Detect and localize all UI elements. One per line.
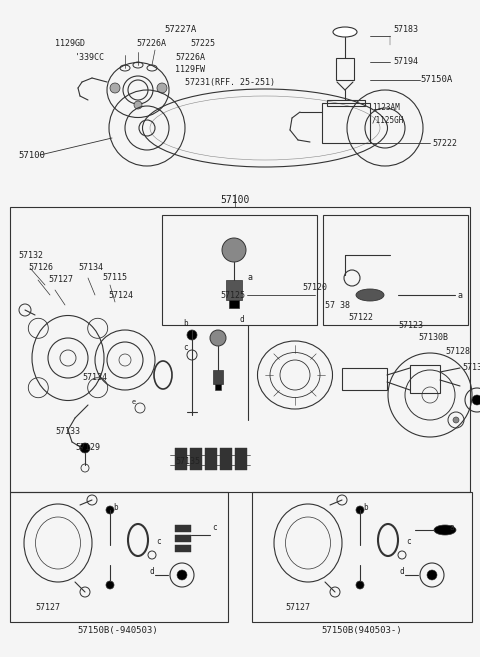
Circle shape	[356, 581, 364, 589]
Text: 57135: 57135	[175, 457, 200, 466]
Bar	[162, 215, 317, 325]
Text: 57231(RFF. 25-251): 57231(RFF. 25-251)	[185, 78, 275, 87]
Bar	[336, 58, 354, 80]
Text: 57130B: 57130B	[418, 334, 448, 342]
Text: d: d	[400, 568, 405, 576]
Text: 57183: 57183	[393, 26, 418, 35]
Text: 57227A: 57227A	[164, 26, 196, 35]
Bar	[342, 368, 387, 390]
Text: 57127: 57127	[35, 604, 60, 612]
Text: 57120: 57120	[302, 284, 327, 292]
Circle shape	[157, 83, 167, 93]
Text: 57133: 57133	[55, 428, 80, 436]
Circle shape	[472, 395, 480, 405]
Bar	[213, 370, 223, 384]
Text: 57115: 57115	[102, 273, 127, 283]
Ellipse shape	[434, 525, 456, 535]
Text: 57100: 57100	[18, 150, 45, 160]
Text: 57194: 57194	[393, 58, 418, 66]
Bar	[235, 448, 247, 470]
Bar	[322, 103, 370, 143]
Text: 57150B(940503-): 57150B(940503-)	[322, 625, 402, 635]
Text: b: b	[183, 319, 188, 327]
Bar	[410, 365, 440, 393]
Text: b: b	[363, 503, 368, 512]
Bar	[252, 492, 472, 622]
Circle shape	[356, 506, 364, 514]
Text: 57150B(-940503): 57150B(-940503)	[78, 625, 158, 635]
Text: a: a	[247, 273, 252, 281]
Text: a: a	[458, 290, 463, 300]
Text: a: a	[450, 522, 455, 532]
Circle shape	[177, 570, 187, 580]
Text: d: d	[150, 568, 155, 576]
Text: 1129GD: 1129GD	[55, 39, 85, 49]
Text: c: c	[212, 522, 216, 532]
Bar	[175, 535, 191, 542]
Text: 57127: 57127	[285, 604, 310, 612]
Bar	[10, 207, 470, 492]
Text: 57125: 57125	[220, 290, 245, 300]
Text: /1125GH: /1125GH	[372, 116, 404, 124]
Circle shape	[106, 506, 114, 514]
Text: 57128: 57128	[445, 348, 470, 357]
Text: 57225: 57225	[190, 39, 215, 49]
Text: 57122: 57122	[348, 313, 373, 323]
Text: d: d	[240, 315, 245, 325]
Text: 57129: 57129	[75, 443, 100, 453]
Circle shape	[187, 330, 197, 340]
Circle shape	[110, 83, 120, 93]
Bar	[220, 448, 232, 470]
Bar	[323, 215, 468, 325]
Text: 57150A: 57150A	[420, 76, 452, 85]
Bar	[327, 100, 365, 106]
Ellipse shape	[333, 27, 357, 37]
Bar	[215, 384, 221, 390]
Text: 57226A: 57226A	[136, 39, 166, 49]
Text: 57100: 57100	[220, 195, 250, 205]
Bar	[175, 448, 187, 470]
Circle shape	[210, 330, 226, 346]
Text: 57126: 57126	[28, 263, 53, 273]
Circle shape	[134, 101, 142, 109]
Circle shape	[106, 581, 114, 589]
Text: 57134: 57134	[78, 263, 103, 273]
Text: 57123: 57123	[398, 321, 423, 330]
Text: 57127: 57127	[48, 275, 73, 284]
Circle shape	[427, 570, 437, 580]
Text: 57132: 57132	[18, 250, 43, 260]
Text: c: c	[156, 537, 161, 547]
Text: c: c	[406, 537, 410, 547]
Ellipse shape	[356, 289, 384, 301]
Text: '339CC: '339CC	[75, 53, 105, 62]
Text: 57131: 57131	[462, 363, 480, 373]
Bar	[175, 525, 191, 532]
Bar	[205, 448, 217, 470]
Bar	[229, 300, 239, 308]
Circle shape	[80, 443, 90, 453]
Text: 57222: 57222	[432, 139, 457, 148]
Text: 57124: 57124	[108, 290, 133, 300]
Text: 57134: 57134	[82, 373, 107, 382]
Text: e: e	[132, 399, 136, 405]
Circle shape	[222, 238, 246, 262]
Bar	[226, 280, 242, 300]
Text: 57226A: 57226A	[175, 53, 205, 62]
Text: c: c	[183, 344, 188, 353]
Text: 57 38: 57 38	[325, 300, 350, 309]
Text: 1129FW: 1129FW	[175, 66, 205, 74]
Circle shape	[453, 417, 459, 423]
Bar	[175, 545, 191, 552]
Text: b: b	[113, 503, 118, 512]
Text: 1123AM: 1123AM	[372, 104, 400, 112]
Bar	[10, 492, 228, 622]
Bar	[190, 448, 202, 470]
